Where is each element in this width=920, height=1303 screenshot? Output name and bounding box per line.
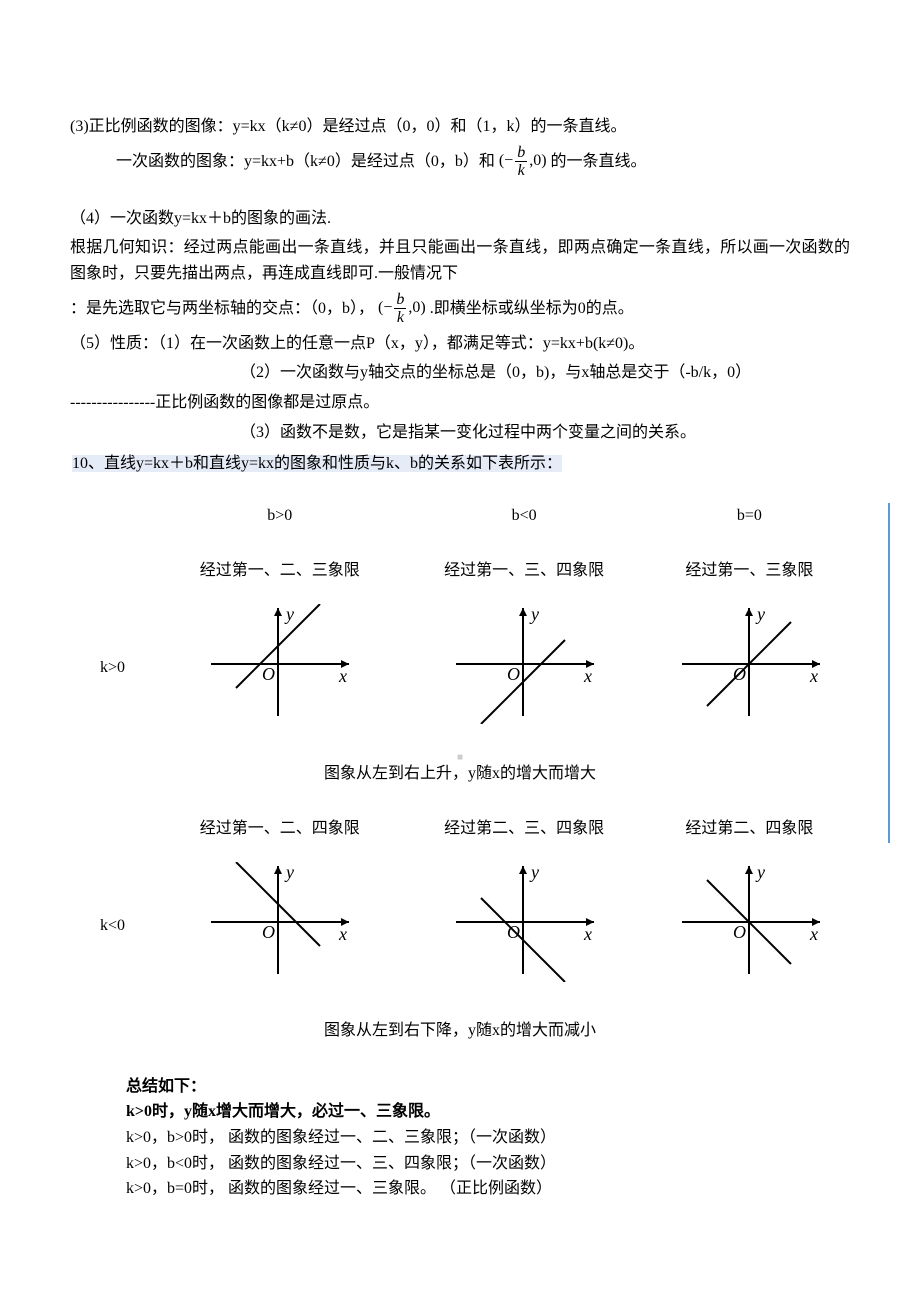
row2-graphs: k<0 yxO yxO yxO xyxy=(160,862,850,991)
row1-c3: 经过第一、三象限 xyxy=(649,558,850,584)
summary-l2: k>0，b>0时， 函数的图象经过一、二、三象限；（一次函数） xyxy=(126,1125,850,1151)
svg-text:y: y xyxy=(529,862,539,882)
row2-c2: 经过第二、三、四象限 xyxy=(400,816,649,842)
row1-desc: 经过第一、二、三象限 经过第一、三、四象限 经过第一、三象限 xyxy=(160,558,850,584)
table-wrap: b>0 b<0 b=0 经过第一、二、三象限 经过第一、三、四象限 经过第一、三… xyxy=(70,503,850,1044)
vertical-rule xyxy=(888,503,890,843)
para-5-4: （3）函数不是数，它是指某一变化过程中两个变量之间的关系。 xyxy=(70,420,850,446)
svg-text:x: x xyxy=(338,924,347,944)
chart-kpos-bpos: y x O xyxy=(203,604,353,724)
svg-text:O: O xyxy=(507,664,520,684)
section-10: 10、直线y=kx＋b和直线y=kx的图象和性质与k、b的关系如下表所示： xyxy=(70,449,850,479)
chart-kpos-bneg: y x O xyxy=(448,604,598,724)
svg-text:O: O xyxy=(262,664,275,684)
para-4b-suffix: .即横坐标或纵坐标为0的点。 xyxy=(430,299,634,316)
summary-block: 总结如下： k>0时，y随x增大而增大，必过一、三象限。 k>0，b>0时， 函… xyxy=(126,1074,850,1202)
header-bpos: b>0 xyxy=(160,503,400,529)
frac-point-1: (−bk,0) xyxy=(499,152,551,169)
row2-desc: 经过第一、二、四象限 经过第二、三、四象限 经过第二、四象限 xyxy=(160,816,850,842)
para-3b-prefix: 一次函数的图象：y=kx+b（k≠0）是经过点（0，b）和 xyxy=(116,152,495,169)
summary-title: 总结如下： xyxy=(126,1074,850,1100)
svg-text:y: y xyxy=(284,604,294,624)
row1-c1: 经过第一、二、三象限 xyxy=(160,558,400,584)
frac-point-2: (−bk,0) xyxy=(378,299,430,316)
chart-kneg-bpos: y x O xyxy=(203,862,353,982)
row2-c3: 经过第二、四象限 xyxy=(649,816,850,842)
para-4b-prefix: ：是先选取它与两坐标轴的交点：（0，b）， xyxy=(70,299,374,316)
para-4a: 根据几何知识：经过两点能画出一条直线，并且只能画出一条直线，即两点确定一条直线，… xyxy=(70,235,850,286)
svg-text:y: y xyxy=(755,862,765,882)
svg-text:x: x xyxy=(809,924,818,944)
svg-text:y: y xyxy=(755,604,765,624)
para-4: （4）一次函数y=kx＋b的图象的画法. xyxy=(70,206,850,232)
watermark: ■ xyxy=(457,750,463,766)
svg-text:O: O xyxy=(262,922,275,942)
svg-text:x: x xyxy=(583,666,592,686)
row1-graphs: k>0 yxO yxO yxO xyxy=(160,604,850,733)
para-3: (3)正比例函数的图像：y=kx（k≠0）是经过点（0，0）和（1，k）的一条直… xyxy=(70,114,850,140)
chart-kneg-bneg: y x O xyxy=(448,862,598,982)
header-bzero: b=0 xyxy=(649,503,850,529)
row1-c2: 经过第一、三、四象限 xyxy=(400,558,649,584)
chart-kneg-bzero: y x O xyxy=(674,862,824,982)
para-5-3: ----------------正比例函数的图像都是过原点。 xyxy=(70,390,850,416)
para-5-1: （5）性质：（1）在一次函数上的任意一点P（x，y），都满足等式：y=kx+b(… xyxy=(70,331,850,357)
para-4b: ：是先选取它与两坐标轴的交点：（0，b）， (−bk,0) .即横坐标或纵坐标为… xyxy=(70,291,850,327)
svg-text:O: O xyxy=(733,922,746,942)
para-3b-suffix: 的一条直线。 xyxy=(551,152,647,169)
svg-text:O: O xyxy=(507,922,520,942)
svg-text:O: O xyxy=(733,664,746,684)
k-pos-label: k>0 xyxy=(100,655,158,681)
summary-l3: k>0，b<0时， 函数的图象经过一、三、四象限；（一次函数） xyxy=(126,1151,850,1177)
svg-text:y: y xyxy=(529,604,539,624)
svg-text:x: x xyxy=(809,666,818,686)
row2-c1: 经过第一、二、四象限 xyxy=(160,816,400,842)
para-3b: 一次函数的图象：y=kx+b（k≠0）是经过点（0，b）和 (−bk,0) 的一… xyxy=(70,144,850,180)
svg-text:x: x xyxy=(338,666,347,686)
svg-text:y: y xyxy=(284,862,294,882)
chart-kpos-bzero: y x O xyxy=(674,604,824,724)
svg-text:x: x xyxy=(583,924,592,944)
summary-l4: k>0，b=0时， 函数的图象经过一、三象限。 （正比例函数） xyxy=(126,1176,850,1202)
row2-summary: 图象从左到右下降，y随x的增大而减小 xyxy=(70,1018,850,1044)
header-row: b>0 b<0 b=0 xyxy=(160,503,850,529)
para-5-2: （2）一次函数与y轴交点的坐标总是（0，b)，与x轴总是交于（-b/k，0） xyxy=(70,360,850,386)
header-bneg: b<0 xyxy=(400,503,649,529)
summary-l1: k>0时，y随x增大而增大，必过一、三象限。 xyxy=(126,1099,850,1125)
k-neg-label: k<0 xyxy=(100,913,158,939)
